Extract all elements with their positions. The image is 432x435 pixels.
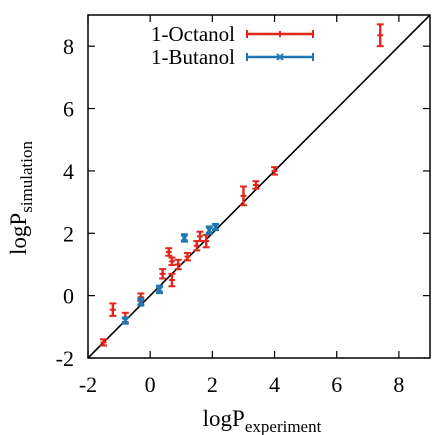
data-point bbox=[121, 316, 130, 325]
x-axis-title: logPexperiment bbox=[203, 406, 322, 435]
point-marker bbox=[205, 226, 213, 234]
y-axis-title-main: logP bbox=[6, 213, 31, 255]
point-marker bbox=[137, 298, 145, 306]
x-tick-label: -2 bbox=[79, 372, 97, 397]
legend-entry: 1-Octanol bbox=[151, 22, 314, 46]
y-tick-label: 6 bbox=[63, 97, 74, 122]
y-tick-label: -2 bbox=[56, 346, 74, 371]
legend-label: 1-Butanol bbox=[151, 45, 235, 69]
data-point bbox=[252, 180, 260, 190]
data-point bbox=[137, 297, 145, 307]
x-tick-label: 6 bbox=[331, 372, 342, 397]
x-tick-label: 2 bbox=[207, 372, 218, 397]
y-tick-label: 8 bbox=[63, 34, 74, 59]
data-point bbox=[211, 222, 220, 232]
legend-marker bbox=[276, 53, 284, 61]
y-tick-label: 0 bbox=[63, 284, 74, 309]
data-point bbox=[239, 185, 247, 207]
reference-line bbox=[87, 14, 431, 359]
point-marker bbox=[211, 223, 220, 231]
y-tick-label: 2 bbox=[63, 221, 74, 246]
data-point bbox=[109, 302, 117, 317]
plot-frame bbox=[87, 14, 431, 359]
legend-entry: 1-Butanol bbox=[151, 45, 314, 69]
data-point bbox=[376, 23, 384, 48]
data-point bbox=[159, 268, 167, 280]
point-marker bbox=[121, 316, 130, 325]
legend-label: 1-Octanol bbox=[151, 22, 235, 46]
x-tick-label: 0 bbox=[145, 372, 156, 397]
data-point bbox=[174, 258, 182, 271]
data-point bbox=[100, 338, 108, 347]
x-axis-title-main: logP bbox=[203, 406, 245, 431]
data-point bbox=[180, 233, 189, 243]
y-axis-title: logPsimulation bbox=[6, 141, 36, 255]
data-point bbox=[155, 284, 164, 295]
point-marker bbox=[155, 285, 164, 294]
y-tick-label: 4 bbox=[63, 159, 74, 184]
data-point bbox=[271, 166, 279, 176]
plot-area bbox=[87, 14, 431, 359]
y-axis-title-sub: simulation bbox=[17, 141, 36, 213]
data-point bbox=[205, 225, 213, 235]
data-point bbox=[168, 272, 176, 288]
x-tick-label: 4 bbox=[269, 372, 280, 397]
tick-labels: -2 0 2 4 6 8 -2 0 2 4 6 8 bbox=[56, 34, 405, 397]
data-point bbox=[193, 240, 201, 252]
data-point bbox=[196, 230, 204, 243]
axis-ticks bbox=[87, 15, 430, 359]
x-axis-title-sub: experiment bbox=[245, 417, 322, 435]
data-point bbox=[183, 251, 191, 262]
data-point bbox=[165, 247, 173, 257]
x-tick-label: 8 bbox=[393, 372, 404, 397]
point-marker bbox=[180, 234, 189, 242]
data-point bbox=[168, 256, 176, 267]
